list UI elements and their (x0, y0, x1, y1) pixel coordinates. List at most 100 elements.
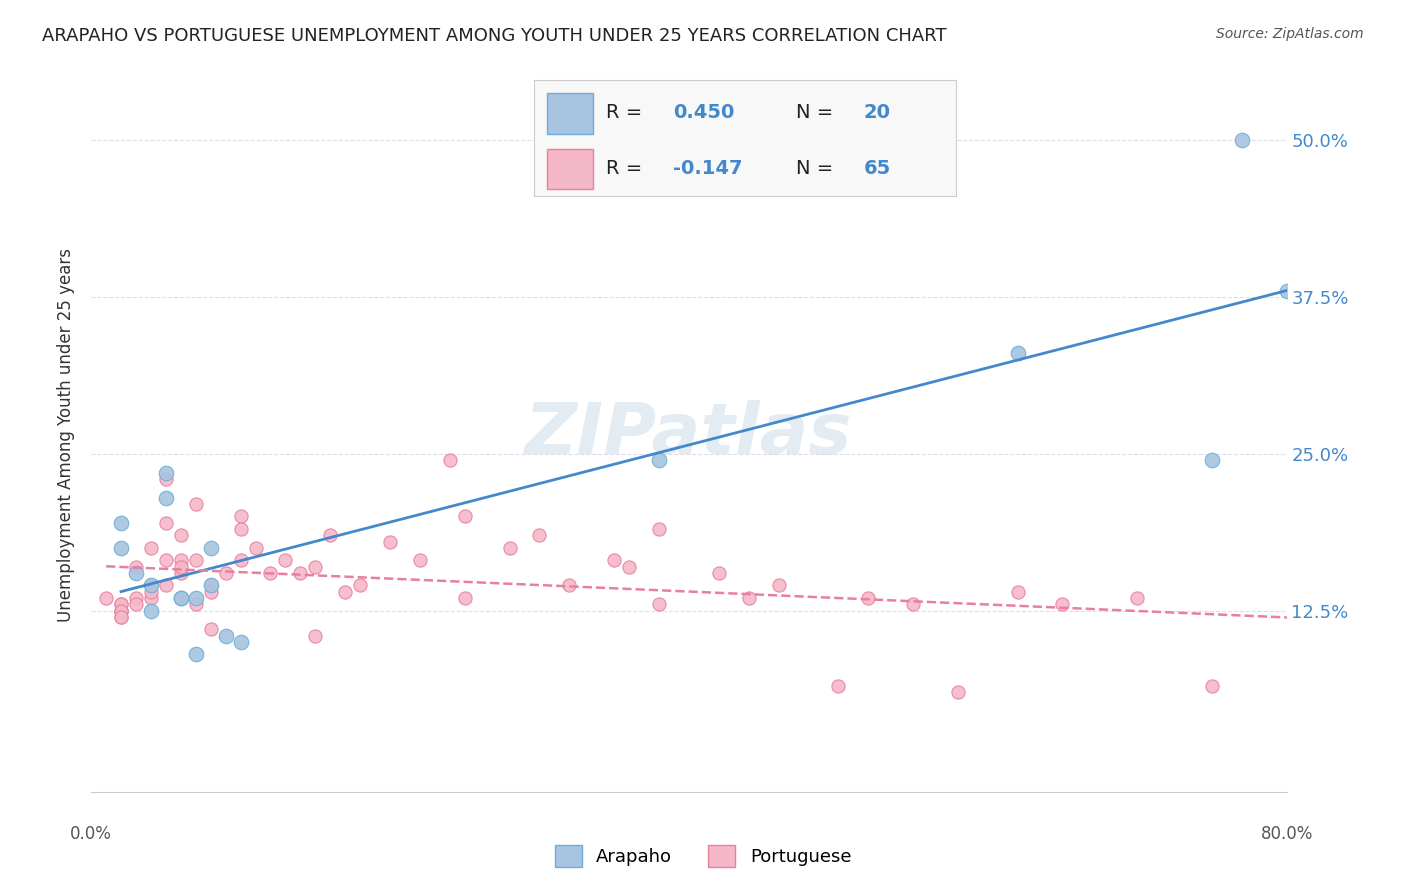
Point (184, 591, 207, 605)
Point (200, 584, 222, 599)
Point (139, 578, 162, 592)
Point (139, 591, 162, 605)
Point (454, 509, 477, 524)
Point (229, 522, 252, 536)
Legend: Arapaho, Portuguese: Arapaho, Portuguese (547, 838, 859, 874)
Point (529, 528, 551, 542)
Point (139, 541, 162, 555)
Point (214, 629, 236, 643)
Point (139, 578, 162, 592)
Point (1007, 346, 1029, 360)
Text: 65: 65 (863, 159, 890, 178)
FancyBboxPatch shape (547, 149, 593, 189)
Point (259, 566, 281, 580)
Point (110, 603, 132, 617)
Text: ARAPAHO VS PORTUGUESE UNEMPLOYMENT AMONG YOUTH UNDER 25 YEARS CORRELATION CHART: ARAPAHO VS PORTUGUESE UNEMPLOYMENT AMONG… (42, 27, 946, 45)
Point (378, 534, 401, 549)
Point (125, 591, 148, 605)
Text: 0.0%: 0.0% (70, 824, 112, 843)
Point (439, 453, 461, 467)
Point (170, 528, 193, 542)
Text: R =: R = (606, 159, 648, 178)
Point (1201, 679, 1223, 693)
Point (1007, 584, 1029, 599)
Text: Source: ZipAtlas.com: Source: ZipAtlas.com (1216, 27, 1364, 41)
Point (125, 597, 148, 611)
FancyBboxPatch shape (547, 93, 593, 134)
Point (110, 609, 132, 624)
Point (155, 491, 177, 505)
Point (110, 541, 132, 555)
Point (200, 578, 222, 592)
Point (1201, 453, 1223, 467)
Point (125, 566, 148, 580)
Point (170, 566, 193, 580)
Point (856, 591, 879, 605)
Text: 80.0%: 80.0% (1260, 824, 1313, 843)
Point (245, 541, 267, 555)
Point (648, 597, 671, 611)
Point (768, 578, 790, 592)
Point (827, 679, 849, 693)
Point (139, 603, 162, 617)
Point (110, 603, 132, 617)
Point (184, 648, 207, 662)
Point (229, 635, 252, 649)
Point (200, 541, 222, 555)
Point (1126, 591, 1149, 605)
Point (901, 597, 924, 611)
Point (558, 578, 581, 592)
Point (707, 566, 730, 580)
Point (1052, 597, 1074, 611)
Point (946, 685, 969, 699)
Point (603, 553, 626, 567)
Text: R =: R = (606, 103, 648, 122)
Point (155, 516, 177, 530)
Point (155, 578, 177, 592)
Point (1275, 284, 1298, 298)
Point (170, 591, 193, 605)
Point (170, 559, 193, 574)
Point (139, 584, 162, 599)
Point (200, 578, 222, 592)
Point (155, 466, 177, 480)
Point (290, 566, 312, 580)
Text: ZIPatlas: ZIPatlas (526, 401, 852, 469)
Text: 0.450: 0.450 (673, 103, 735, 122)
Point (617, 559, 640, 574)
Point (274, 553, 297, 567)
Point (184, 553, 207, 567)
Point (184, 497, 207, 511)
Text: N =: N = (796, 103, 839, 122)
Point (170, 591, 193, 605)
Point (110, 597, 132, 611)
Point (110, 516, 132, 530)
Y-axis label: Unemployment Among Youth under 25 years: Unemployment Among Youth under 25 years (58, 248, 75, 622)
Point (648, 522, 671, 536)
Point (454, 591, 477, 605)
Point (229, 509, 252, 524)
Point (229, 553, 252, 567)
Point (155, 472, 177, 486)
Point (1230, 133, 1253, 147)
Point (737, 591, 759, 605)
Point (648, 453, 671, 467)
Point (214, 566, 236, 580)
Point (184, 597, 207, 611)
Point (200, 623, 222, 637)
Point (110, 609, 132, 624)
Point (125, 559, 148, 574)
Point (335, 584, 357, 599)
Point (94, 591, 117, 605)
Text: 20: 20 (863, 103, 890, 122)
Point (304, 629, 326, 643)
Point (349, 578, 371, 592)
Point (498, 541, 520, 555)
Point (155, 553, 177, 567)
Text: N =: N = (796, 159, 839, 178)
Point (110, 603, 132, 617)
Point (304, 559, 326, 574)
Text: -0.147: -0.147 (673, 159, 742, 178)
Point (319, 528, 342, 542)
Point (170, 553, 193, 567)
